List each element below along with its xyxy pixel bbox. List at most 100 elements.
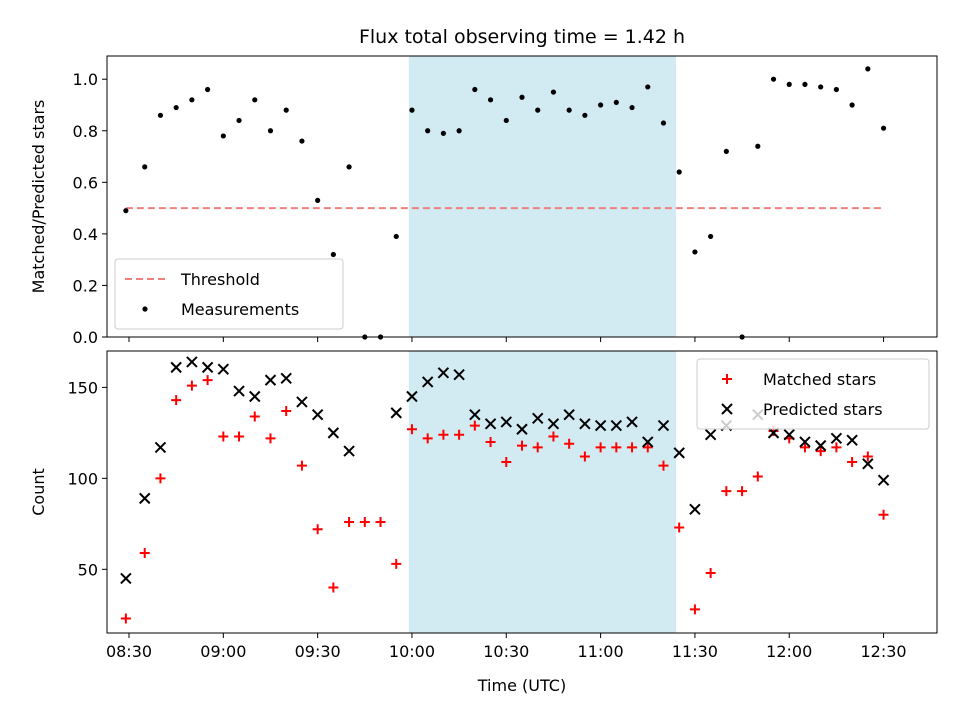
count-point-s1-1 xyxy=(139,492,151,505)
x-tick-label-4: 10:30 xyxy=(483,642,529,661)
count-point-s0-45 xyxy=(831,442,842,453)
count-point-s0-12 xyxy=(312,524,323,535)
ratio-point-s0-31 xyxy=(613,99,619,106)
count-point-s0-8 xyxy=(249,411,260,422)
count-point-s0-22 xyxy=(469,420,480,431)
count-panel-frame xyxy=(106,350,938,634)
x-tick-label-6: 11:30 xyxy=(672,642,718,661)
count-point-s0-21 xyxy=(454,429,465,440)
ratio-point-s0-11 xyxy=(299,138,305,144)
x-tick-label-1: 09:00 xyxy=(200,642,246,661)
count-point-s1-24 xyxy=(500,416,512,428)
ratio-point-s0-44 xyxy=(818,84,824,90)
count-point-s1-0 xyxy=(120,572,132,585)
count-point-s1-42 xyxy=(783,428,795,441)
count-point-s1-33 xyxy=(642,436,654,448)
ratio-point-s0-40 xyxy=(755,143,761,149)
ratio-point-s0-28 xyxy=(566,107,572,113)
count-point-s0-5 xyxy=(202,375,213,386)
ratio-y-tick-label-1: 0.2 xyxy=(73,276,98,295)
count-point-s1-47 xyxy=(862,458,874,470)
count-point-s1-35 xyxy=(673,447,685,459)
x-tick-label-0: 08:30 xyxy=(106,642,152,661)
ratio-point-s0-5 xyxy=(205,86,211,93)
count-point-s0-23 xyxy=(485,436,496,447)
ratio-point-s0-13 xyxy=(330,251,336,258)
ratio-point-s0-6 xyxy=(220,133,226,139)
count-point-s1-18 xyxy=(406,390,418,403)
ratio-point-s0-17 xyxy=(393,233,399,240)
ratio-point-s0-36 xyxy=(692,249,698,255)
count-point-s1-4 xyxy=(186,356,198,368)
count-y-tick-label-0: 50 xyxy=(78,560,98,579)
ratio-point-s0-23 xyxy=(487,97,494,103)
count-marks xyxy=(120,356,890,624)
x-tick-label-8: 12:30 xyxy=(860,642,906,661)
ratio-point-s0-38 xyxy=(723,148,729,154)
count-point-s0-35 xyxy=(674,522,685,533)
count-point-s0-0 xyxy=(120,613,131,624)
count-point-s0-20 xyxy=(438,429,449,440)
count-point-s0-31 xyxy=(611,442,622,453)
count-point-s1-28 xyxy=(563,408,575,421)
count-point-s0-9 xyxy=(265,433,276,444)
count-point-s1-13 xyxy=(327,427,340,439)
count-point-s0-48 xyxy=(878,509,889,520)
ratio-point-s0-7 xyxy=(236,117,242,124)
x-tick-label-2: 09:30 xyxy=(295,642,341,661)
count-point-s1-17 xyxy=(390,407,402,419)
count-point-s0-7 xyxy=(234,431,245,442)
shaded-span-bottom xyxy=(408,351,677,633)
ratio-point-s0-30 xyxy=(597,102,604,108)
ratio-point-s0-20 xyxy=(440,130,447,136)
ratio-point-s0-18 xyxy=(409,107,415,113)
count-point-s0-11 xyxy=(296,460,307,471)
ratio-point-s0-2 xyxy=(157,112,164,118)
count-axes-ticks: 08:30 09:00 09:30 10:00 10:30 11:00 11:30 12:00… xyxy=(67,378,906,661)
count-point-s0-44 xyxy=(815,446,826,457)
ratio-y-tick-label-5: 1.0 xyxy=(73,70,98,89)
count-point-s1-48 xyxy=(877,474,890,486)
count-y-axis-label: Count xyxy=(29,468,48,516)
count-point-s0-33 xyxy=(642,442,653,453)
ratio-point-s0-4 xyxy=(189,97,195,103)
count-point-s0-32 xyxy=(627,442,638,453)
count-point-s0-47 xyxy=(862,451,873,462)
count-point-s1-43 xyxy=(799,436,811,448)
count-point-s1-41 xyxy=(767,427,780,439)
count-point-s1-45 xyxy=(830,432,843,445)
ratio-point-s0-10 xyxy=(283,107,289,113)
count-point-s0-26 xyxy=(532,442,543,453)
ratio-point-s0-0 xyxy=(123,208,129,214)
ratio-point-s0-27 xyxy=(550,89,557,95)
ratio-point-s0-26 xyxy=(535,107,541,113)
count-point-s0-46 xyxy=(847,456,858,467)
count-legend-label-1: Predicted stars xyxy=(763,400,883,419)
count-point-s1-10 xyxy=(280,372,292,384)
count-point-s1-8 xyxy=(249,390,261,403)
x-tick-label-5: 11:00 xyxy=(578,642,624,661)
ratio-point-s0-34 xyxy=(660,120,667,126)
count-point-s1-3 xyxy=(170,361,182,374)
count-point-s1-37 xyxy=(704,428,717,441)
count-point-s0-2 xyxy=(155,473,166,484)
ratio-point-s0-9 xyxy=(267,128,274,134)
count-legend-handle-1 xyxy=(721,403,733,415)
ratio-point-s0-14 xyxy=(346,164,352,170)
ratio-point-s0-1 xyxy=(142,164,148,170)
count-legend-label-0: Matched stars xyxy=(763,370,876,389)
count-point-s0-43 xyxy=(799,442,810,453)
count-point-s0-3 xyxy=(171,395,182,406)
count-y-tick-label-1: 100 xyxy=(67,469,98,488)
count-point-s0-13 xyxy=(328,582,339,593)
ratio-marks xyxy=(123,66,887,340)
count-point-s0-34 xyxy=(658,460,669,471)
ratio-point-s0-25 xyxy=(519,94,525,100)
ratio-point-s0-41 xyxy=(770,76,777,82)
count-point-s1-22 xyxy=(469,408,481,421)
count-point-s1-21 xyxy=(453,368,465,381)
count-point-s1-44 xyxy=(814,439,827,452)
ratio-point-s0-33 xyxy=(645,84,651,90)
ratio-point-s0-43 xyxy=(802,81,808,87)
